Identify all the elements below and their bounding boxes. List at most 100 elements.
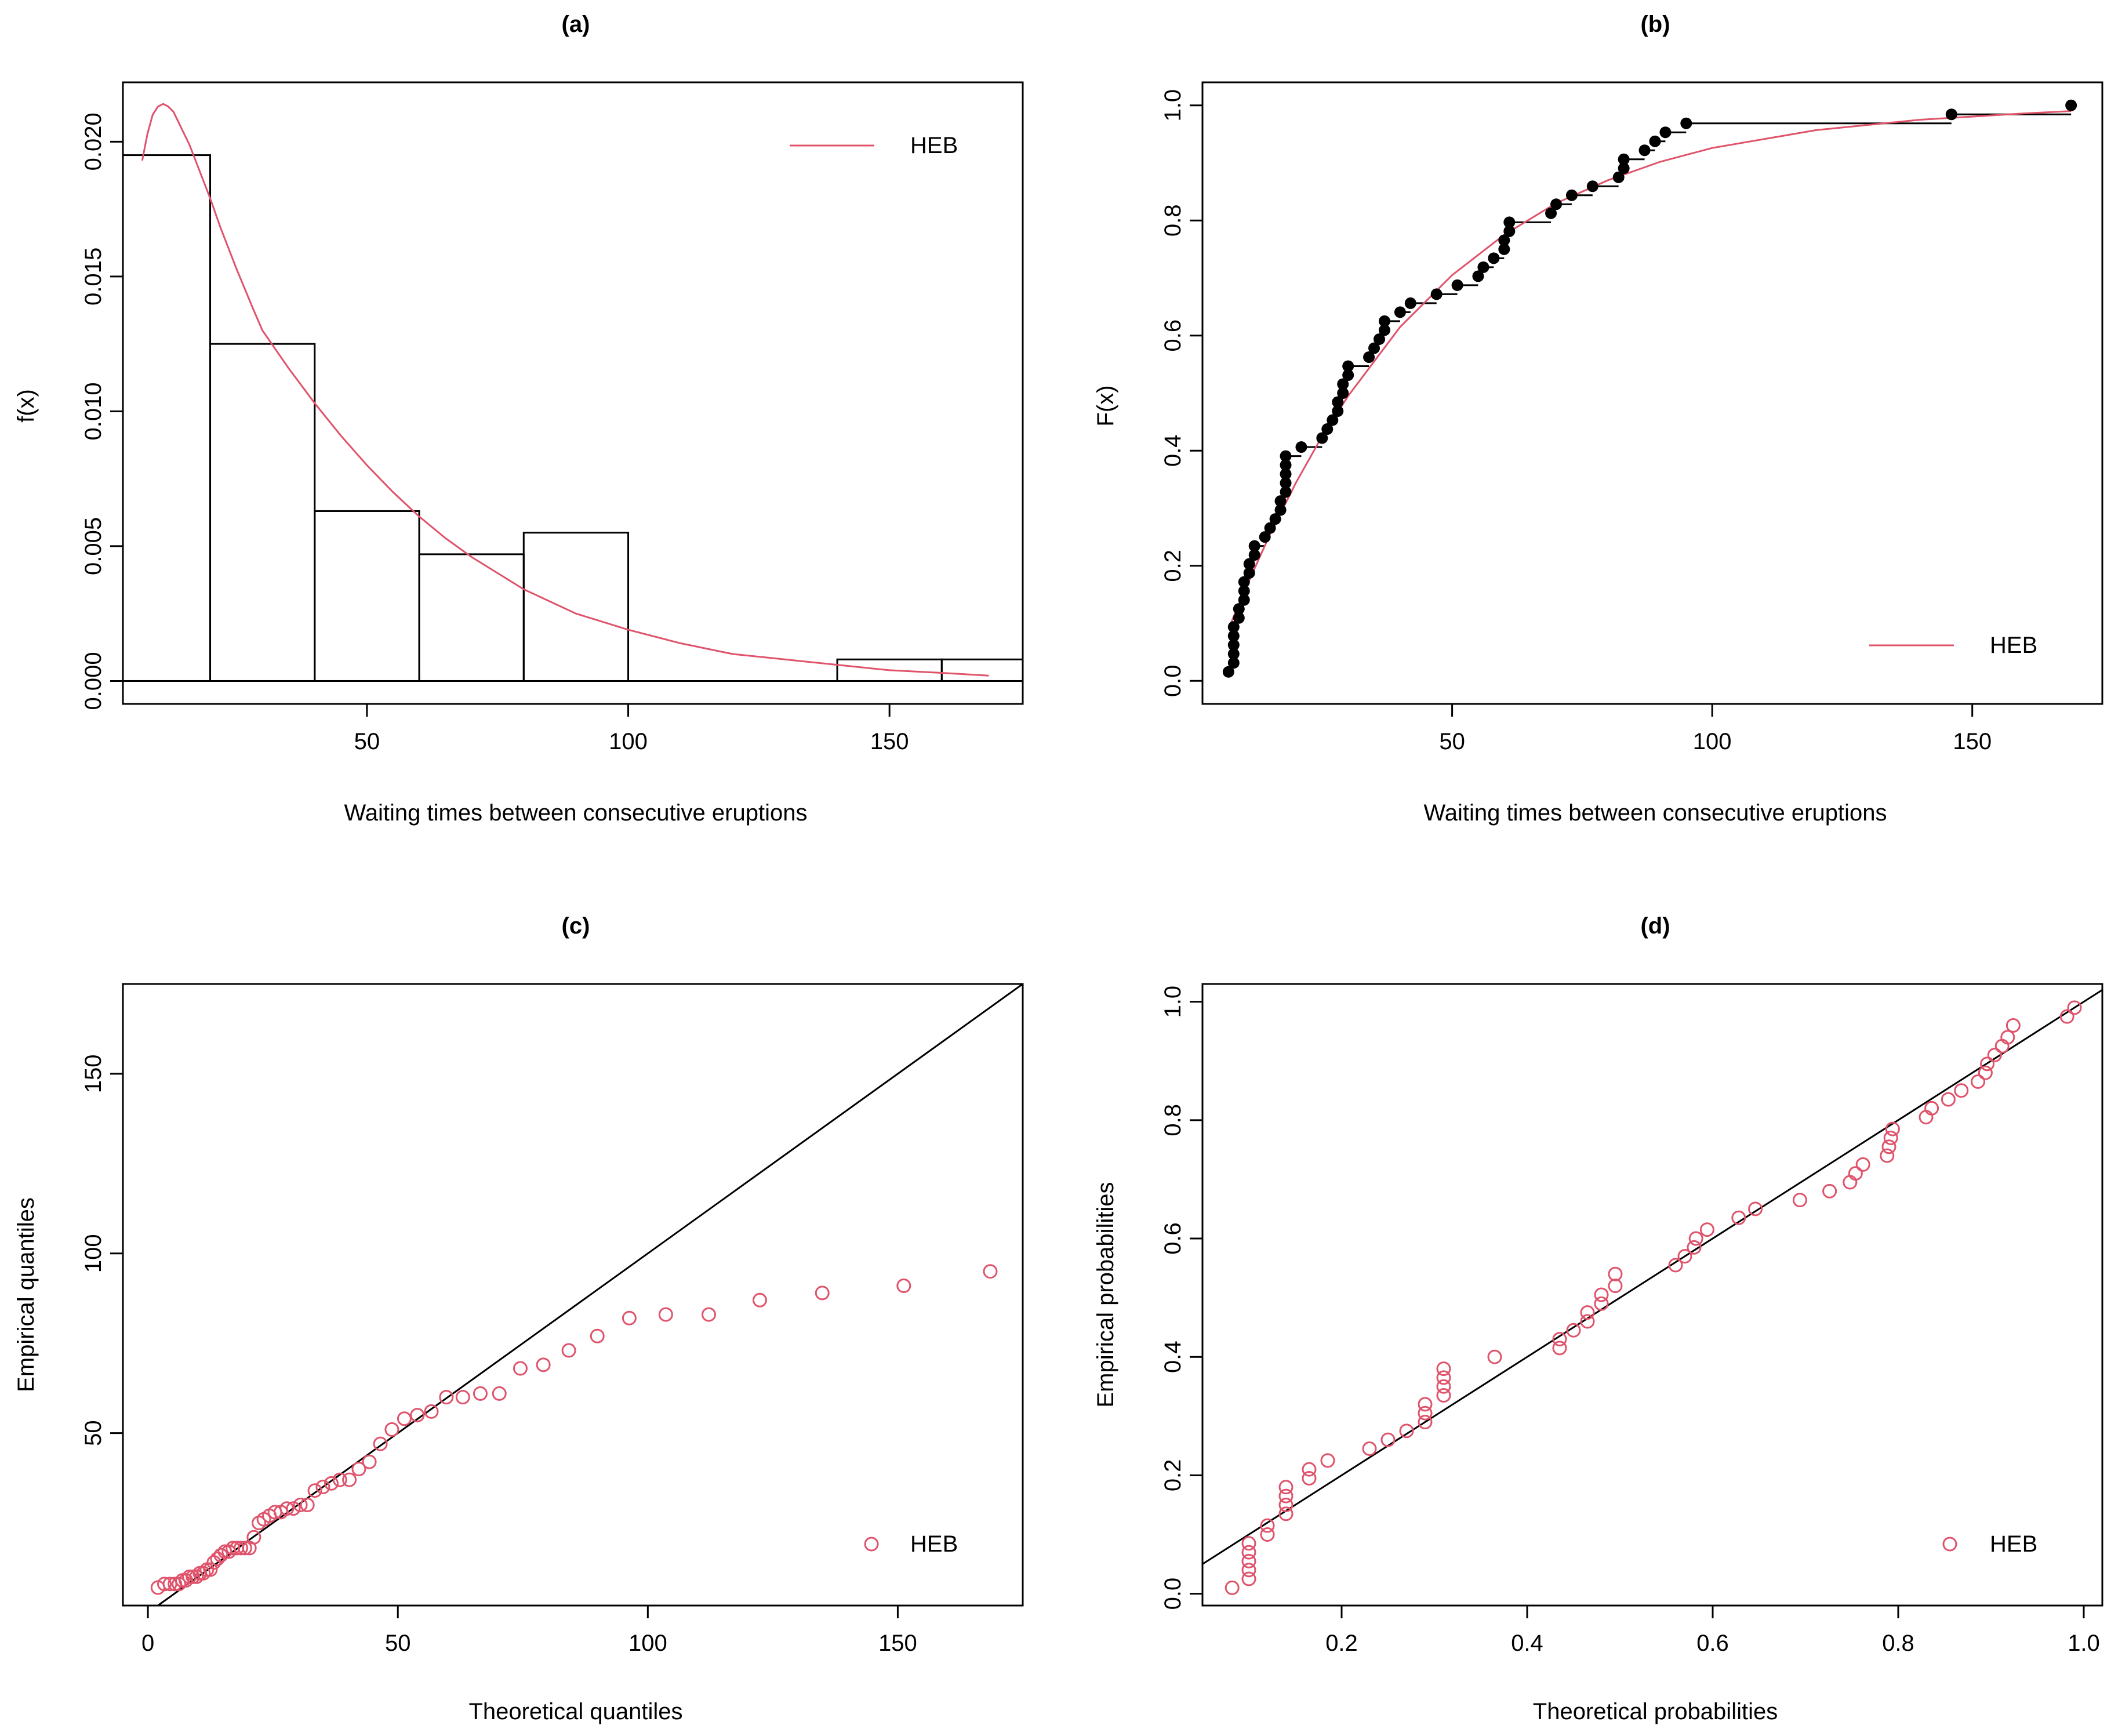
panel-b-point: [1477, 261, 1489, 273]
panel-b-ecdf-points: [1222, 99, 2077, 678]
panel-d-pp-plot: (d) 0.2 0.4 0.6 0.8 1.0 0.0 0.2 0.4 0.6 0.8 1.0 H…: [1093, 913, 2103, 1724]
panel-c-point: [203, 1562, 218, 1577]
panel-c-title: (c): [562, 913, 590, 939]
panel-d-point: [1399, 1423, 1414, 1439]
panel-c-point: [307, 1483, 322, 1498]
panel-d-point: [1487, 1349, 1502, 1364]
panel-c-point: [157, 1577, 172, 1592]
panel-b-point: [1342, 369, 1354, 381]
panel-a-y-tick-label: 0.000: [81, 652, 106, 710]
panel-b-point: [1332, 396, 1344, 408]
panel-c-point: [237, 1541, 252, 1556]
panel-c-point: [513, 1361, 528, 1376]
panel-c-point: [175, 1573, 190, 1588]
panel-d-point: [1855, 1157, 1870, 1172]
panel-c-point: [182, 1569, 197, 1584]
panel-c-point: [210, 1551, 225, 1566]
panel-c-point: [332, 1472, 347, 1487]
panel-a-density-line: [141, 103, 989, 677]
panel-d-x-tick-label: 0.6: [1696, 1630, 1729, 1656]
panel-d-point: [1436, 1379, 1451, 1394]
panel-c-point: [473, 1386, 488, 1401]
panel-d-point: [1225, 1580, 1240, 1595]
panel-c-point: [189, 1569, 204, 1584]
panel-c-y-axis: 50 100 150: [81, 1055, 124, 1446]
panel-b-point: [1280, 468, 1292, 480]
panel-d-point: [1436, 1388, 1451, 1403]
panel-d-y-tick-label: 0.2: [1160, 1459, 1186, 1492]
panel-d-legend-label: HEB: [1990, 1531, 2037, 1557]
panel-b-point: [2065, 99, 2077, 111]
panel-d-x-tick-label: 0.4: [1511, 1630, 1543, 1656]
panel-d-point: [1978, 1065, 1993, 1080]
panel-b-y-tick-label: 0.2: [1160, 550, 1186, 582]
panel-b-point: [1488, 252, 1500, 264]
panel-d-point: [1436, 1370, 1451, 1385]
panel-a-legend-label: HEB: [910, 133, 958, 158]
panel-d-points: [1225, 1000, 2082, 1595]
panel-c-y-tick-label: 50: [81, 1420, 106, 1446]
panel-d-point: [1699, 1222, 1714, 1237]
panel-b-point: [1498, 234, 1510, 246]
panel-b-y-tick-label: 0.8: [1160, 204, 1186, 237]
panel-b-point: [1378, 315, 1390, 327]
panel-d-point: [1241, 1553, 1256, 1568]
panel-b-legend-label: HEB: [1990, 633, 2037, 658]
panel-b-point: [1368, 342, 1380, 354]
panel-d-reference-line: [1202, 989, 2103, 1565]
panel-b-point: [1280, 486, 1292, 498]
panel-d-point: [2000, 1030, 2015, 1045]
panel-d-point: [2067, 1000, 2082, 1015]
panel-b-point: [1280, 477, 1292, 489]
panel-d-point: [1566, 1323, 1581, 1338]
panel-d-point: [1380, 1432, 1396, 1447]
panel-d-x-tick-label: 0.2: [1325, 1630, 1358, 1656]
panel-b-point: [1321, 423, 1334, 435]
panel-d-point: [1731, 1210, 1746, 1225]
panel-c-point: [896, 1279, 911, 1294]
panel-b-point: [1586, 180, 1598, 193]
panel-a-plot-frame: [122, 81, 1024, 705]
panel-b-xlabel: Waiting times between consecutive erupti…: [1424, 800, 1887, 826]
panel-c-xlabel: Theoretical quantiles: [468, 1699, 682, 1724]
panel-a-bars: [122, 154, 1024, 682]
panel-d-point: [1436, 1361, 1451, 1377]
panel-d-point: [1418, 1415, 1433, 1430]
panel-b-legend: HEB: [1869, 633, 2037, 658]
panel-b-point: [1233, 603, 1245, 615]
panel-b-point: [1243, 558, 1255, 570]
panel-d-point: [1881, 1139, 1896, 1154]
panel-b-fitted-cdf: [1227, 110, 2072, 630]
panel-b-point: [1227, 630, 1240, 642]
panel-d-point: [1580, 1314, 1595, 1329]
panel-b-point: [1274, 495, 1287, 507]
panel-d-point: [1241, 1571, 1256, 1586]
panel-d-point: [1278, 1488, 1294, 1503]
panel-b-point: [1565, 189, 1578, 201]
panel-b-x-tick-label: 150: [1953, 729, 1992, 754]
panel-c-point: [286, 1501, 301, 1516]
panel-a-density-curve: [141, 103, 989, 677]
panel-c-point: [455, 1390, 470, 1405]
panel-c-point: [492, 1386, 507, 1401]
panel-d-point: [1320, 1453, 1335, 1468]
panel-b-point: [1238, 585, 1250, 597]
panel-d-point: [1594, 1296, 1609, 1311]
panel-a-x-axis: 50 100 150: [354, 703, 909, 754]
panel-d-point: [2005, 1018, 2021, 1033]
panel-b-point: [1238, 576, 1250, 588]
panel-b-ecdf-steps: [1228, 113, 2072, 673]
panel-b-ylabel: F(x): [1093, 385, 1118, 426]
panel-b-y-tick-label: 0.4: [1160, 434, 1186, 467]
panel-d-point: [1608, 1266, 1623, 1281]
panel-c-point: [279, 1501, 295, 1516]
panel-c-point: [373, 1436, 388, 1451]
panel-c-point: [702, 1307, 717, 1322]
panel-d-xlabel: Theoretical probabilities: [1533, 1699, 1778, 1724]
panel-b-point: [1612, 171, 1625, 183]
panel-d-point: [1302, 1470, 1317, 1486]
panel-c-point: [815, 1285, 830, 1301]
panel-c-point: [213, 1548, 228, 1563]
panel-c-point: [233, 1541, 248, 1556]
